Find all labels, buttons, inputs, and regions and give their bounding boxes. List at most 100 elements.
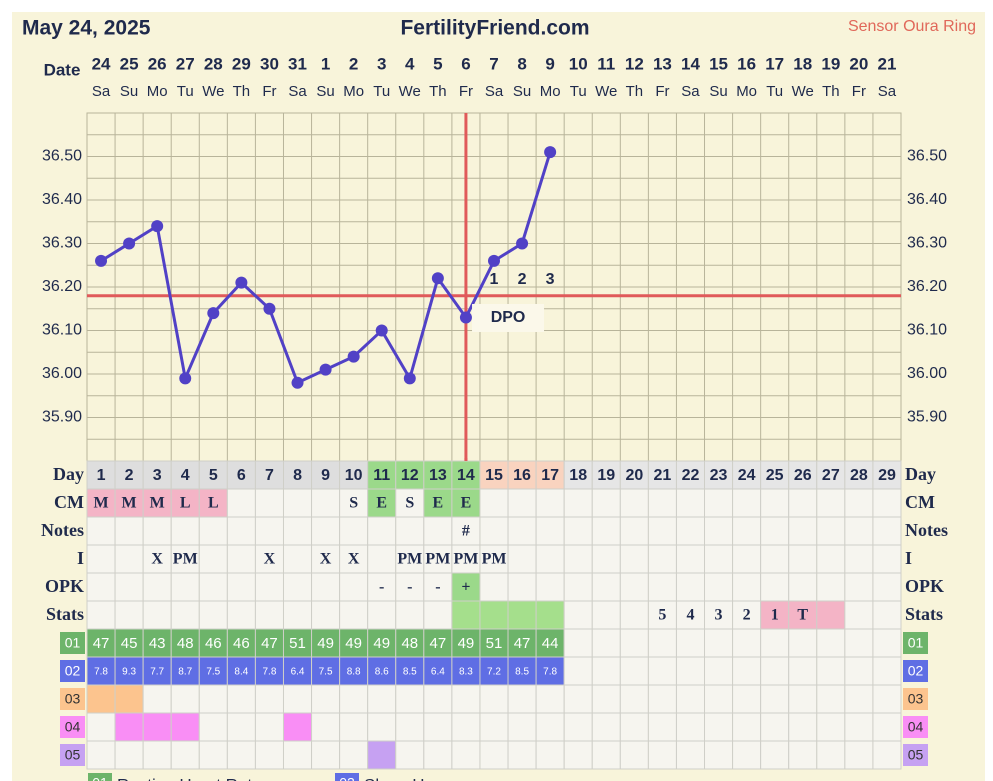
cell (282, 572, 313, 602)
cell-text: 7.8 (262, 667, 276, 678)
cell-text: 27 (822, 467, 840, 484)
cell (86, 656, 116, 686)
cell (114, 684, 144, 714)
cell-text: M (122, 495, 137, 512)
cell-text: 7.5 (319, 667, 333, 678)
cell (479, 656, 509, 686)
cell (479, 684, 509, 714)
cell (311, 740, 341, 770)
cell (844, 572, 874, 602)
cell (170, 656, 200, 686)
cell (675, 712, 706, 742)
cell (311, 516, 341, 546)
date-number: 12 (625, 54, 644, 73)
cell (675, 544, 706, 574)
cell (507, 544, 537, 574)
cell (675, 516, 706, 546)
cell-text: T (797, 607, 808, 624)
cell (114, 712, 144, 742)
cell (535, 712, 565, 742)
cell (395, 600, 425, 630)
date-number: 6 (461, 54, 470, 73)
cell (198, 544, 228, 574)
cell (367, 628, 397, 658)
cell-text: 10 (345, 467, 363, 484)
cell-text: 8.4 (234, 667, 248, 678)
cell (619, 516, 649, 546)
cell (86, 600, 116, 630)
cell-text: 51 (289, 635, 306, 652)
cell (619, 684, 649, 714)
cell-text: E (433, 495, 444, 512)
weekday: Tu (570, 83, 587, 100)
weekday: Th (429, 83, 447, 100)
cell-text: - (407, 579, 412, 596)
cell (226, 460, 256, 490)
weekday: We (792, 83, 814, 100)
cell (170, 516, 200, 546)
cell (423, 712, 453, 742)
row-label: Stats (46, 604, 84, 624)
cell (226, 572, 256, 602)
cell-text: 8.6 (375, 667, 389, 678)
cell-text: 51 (486, 635, 503, 652)
cell (872, 544, 902, 574)
cell (647, 516, 677, 546)
legend-name: Sleep Hours (364, 775, 458, 781)
weekday: We (399, 83, 421, 100)
temperature-point (123, 237, 136, 250)
y-tick-label-right: 36.50 (907, 148, 947, 165)
cell (760, 516, 790, 546)
cell (816, 516, 846, 546)
cell-text: 7.5 (206, 667, 220, 678)
cell (507, 516, 537, 546)
cell (423, 684, 453, 714)
cell (591, 488, 621, 518)
cell (395, 712, 425, 742)
cell (339, 516, 369, 546)
temperature-point (488, 254, 500, 267)
cell (704, 656, 734, 686)
cell (591, 684, 621, 714)
temperature-point (516, 237, 529, 250)
cell (198, 572, 228, 602)
cell (647, 740, 677, 770)
cell (591, 600, 621, 630)
weekday: Fr (459, 83, 473, 100)
row-label-box-right (903, 632, 928, 654)
date-number: 26 (148, 54, 167, 73)
cell-text: 8.3 (459, 667, 473, 678)
weekday: Su (316, 83, 334, 100)
cell (142, 544, 172, 574)
cell (395, 740, 425, 770)
y-tick-label: 36.30 (42, 235, 82, 252)
cell (844, 488, 874, 518)
cell-text: 8.7 (178, 667, 192, 678)
legend-box (335, 773, 359, 781)
cell (704, 460, 734, 490)
weekday: Tu (177, 83, 194, 100)
cell (760, 628, 790, 658)
cell-text: 45 (121, 635, 138, 652)
cell (479, 516, 509, 546)
cell (170, 488, 200, 518)
cell (282, 544, 313, 574)
cell-text: 49 (458, 635, 475, 652)
cell (395, 516, 425, 546)
row-label-right: Stats (905, 604, 943, 624)
cell-text: 48 (401, 635, 418, 652)
weekday: We (595, 83, 617, 100)
cell (788, 516, 818, 546)
weekday: We (202, 83, 224, 100)
weekday: Mo (343, 83, 364, 100)
cell (647, 712, 677, 742)
date-number: 3 (377, 54, 386, 73)
cell-text: 16 (513, 467, 531, 484)
cell (732, 460, 762, 490)
cell (732, 544, 762, 574)
cell (732, 740, 762, 770)
cell (170, 460, 200, 490)
cell-text: 4 (686, 607, 694, 624)
cell (619, 628, 649, 658)
